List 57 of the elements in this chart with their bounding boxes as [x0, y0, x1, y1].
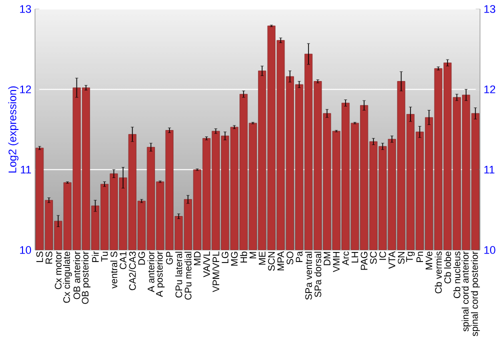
x-tick-label: spinal cord posterior: [470, 251, 480, 336]
x-tick-label: VTA: [388, 251, 396, 269]
x-tick-label: MPA: [277, 251, 284, 270]
x-tick-label: SC: [370, 252, 377, 264]
x-tick-label: PAG: [360, 252, 368, 270]
x-tick-label: SO: [286, 252, 294, 264]
x-tick-label: M: [250, 252, 256, 258]
x-tick-label: DM: [324, 252, 330, 266]
x-tick-label: A posterior: [156, 251, 165, 297]
x-tick-label: CPu lateral: [175, 252, 182, 298]
x-tick-label: Cb vermis: [434, 252, 442, 294]
x-tick-label: SN: [398, 252, 405, 264]
x-tick-label: ME: [258, 252, 266, 265]
x-tick-label: ventral S: [110, 252, 118, 289]
x-tick-label: CPu medial: [184, 252, 192, 300]
y2-tick-label: 10: [484, 246, 496, 254]
x-tick-label: VMH: [333, 252, 340, 272]
y-tick-label: 12: [20, 86, 31, 94]
x-tick-label: SPa ventral: [305, 252, 312, 300]
x-tick-label: GP: [166, 252, 173, 264]
x-tick-label: MVe: [426, 252, 432, 270]
x-tick-label: IC: [379, 252, 386, 260]
x-tick-label: SPa dorsal: [314, 252, 322, 298]
y-axis-title: Log2 (expression): [8, 86, 18, 172]
y-tick-label: 10: [20, 246, 32, 254]
x-tick-label: Tg: [406, 252, 415, 262]
x-tick-label: Pn: [416, 252, 424, 262]
x-tick-label: Cb lobe: [444, 252, 452, 284]
x-tick-label: LS: [36, 252, 43, 262]
x-tick-label: LG: [222, 252, 228, 264]
y2-tick-label: 12: [484, 86, 496, 94]
x-tick-label: Tu: [101, 252, 108, 262]
y2-tick-label: 13: [484, 5, 496, 13]
x-tick-label: VPM/VPL: [212, 252, 220, 292]
x-tick-label: Pa: [296, 251, 303, 262]
x-tick-label: spinal cord anterior: [462, 251, 471, 332]
x-tick-label: CA2/CA3: [128, 252, 136, 290]
y-tick-label: 11: [20, 166, 31, 174]
y2-tick-label: 11: [484, 166, 494, 174]
x-tick-label: LH: [352, 252, 358, 263]
x-tick-label: MG: [230, 252, 238, 266]
x-tick-label: Pir: [92, 251, 99, 262]
x-tick-label: DG: [138, 252, 145, 265]
x-tick-label: SCN: [268, 252, 275, 271]
x-tick-label: Hb: [240, 252, 248, 263]
x-tick-label: RS: [46, 252, 52, 264]
x-tick-label: OB posterior: [82, 251, 90, 304]
y-tick-label: 13: [20, 5, 31, 13]
x-tick-label: MD: [194, 252, 200, 266]
x-tick-label: Cx motor: [54, 251, 62, 290]
x-tick-label: OB anterior: [73, 251, 80, 300]
x-tick-label: Arc: [342, 251, 349, 266]
x-tick-label: CA1: [120, 252, 126, 270]
x-tick-label: Cb nucleus: [453, 252, 460, 298]
x-tick-label: A anterior: [147, 251, 154, 292]
x-tick-label: VA/VL: [203, 252, 210, 278]
x-tick-label: Cx cingulate: [63, 252, 72, 303]
